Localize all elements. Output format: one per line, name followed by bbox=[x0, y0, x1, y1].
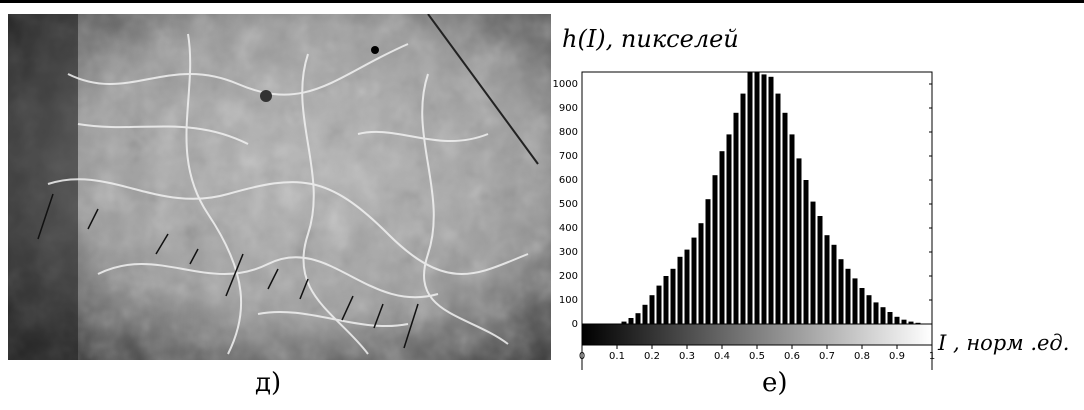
histogram-bar bbox=[873, 302, 879, 324]
histogram-bar bbox=[817, 216, 823, 324]
y-tick-label: 200 bbox=[559, 271, 578, 282]
y-tick-label: 600 bbox=[559, 175, 578, 186]
histogram-bar bbox=[635, 313, 641, 324]
histogram-bar bbox=[782, 112, 788, 324]
histogram-bar bbox=[775, 93, 781, 324]
histogram-bar bbox=[831, 244, 837, 324]
y-tick-label: 800 bbox=[559, 127, 578, 138]
histogram-bar bbox=[642, 304, 648, 324]
histogram-bar bbox=[887, 312, 893, 324]
x-tick-label: 0.5 bbox=[749, 351, 765, 362]
histogram-bar bbox=[747, 72, 753, 324]
histogram-bar bbox=[698, 223, 704, 324]
histogram-bar bbox=[796, 158, 802, 324]
histogram-bar bbox=[754, 72, 760, 324]
histogram-bar bbox=[810, 201, 816, 324]
x-tick-label: 0.2 bbox=[644, 351, 660, 362]
histogram-bar bbox=[908, 321, 914, 324]
histogram-bar bbox=[656, 285, 662, 324]
histogram-bar bbox=[880, 307, 886, 324]
histogram-bar bbox=[915, 322, 921, 324]
histogram-bar bbox=[768, 76, 774, 324]
x-axis-label: I , норм .ед. bbox=[937, 331, 1069, 355]
y-tick-label: 700 bbox=[559, 151, 578, 162]
x-tick-label: 0.9 bbox=[889, 351, 905, 362]
x-tick-label: 1 bbox=[929, 351, 935, 362]
histogram-bars bbox=[621, 72, 921, 325]
x-tick-label: 0 bbox=[579, 351, 585, 362]
histogram-bar bbox=[901, 319, 907, 324]
histogram-bar bbox=[838, 259, 844, 324]
x-tick-label: 0.1 bbox=[609, 351, 625, 362]
histogram-bar bbox=[621, 321, 627, 324]
histogram-bar bbox=[684, 249, 690, 324]
histogram-bar bbox=[859, 288, 865, 324]
x-tick-label: 0.7 bbox=[819, 351, 835, 362]
histogram-bar bbox=[733, 112, 739, 324]
histogram-bar bbox=[663, 276, 669, 324]
histogram-bar bbox=[845, 268, 851, 324]
x-tick-label: 0.3 bbox=[679, 351, 695, 362]
histogram-bar bbox=[789, 134, 795, 324]
y-tick-label: 400 bbox=[559, 223, 578, 234]
y-axis-ticks: 0 100 200 300 400 500 600 700 800 900 1000 bbox=[553, 79, 932, 330]
x-tick-label: 0.8 bbox=[854, 351, 870, 362]
histogram-bar bbox=[726, 134, 732, 324]
x-axis-ticks: 0 0.1 0.2 0.3 0.4 0.5 0.6 0.7 0.8 0.9 1 bbox=[579, 345, 935, 362]
grayscale-colorbar bbox=[581, 323, 933, 346]
microscopy-photo bbox=[8, 14, 551, 360]
histogram-bar bbox=[852, 278, 858, 324]
histogram-bar bbox=[894, 316, 900, 324]
histogram-bar bbox=[628, 318, 634, 324]
histogram-bar bbox=[649, 295, 655, 324]
histogram-bar bbox=[670, 268, 676, 324]
histogram-chart: h(I), пикселей 0 100 200 300 400 500 600 700 800… bbox=[553, 25, 1069, 370]
histogram-bar bbox=[691, 237, 697, 324]
histogram-bar bbox=[705, 199, 711, 324]
histogram-bar bbox=[803, 180, 809, 324]
histogram-bar bbox=[712, 175, 718, 324]
x-tick-label: 0.4 bbox=[714, 351, 730, 362]
histogram-bar bbox=[740, 93, 746, 324]
histogram-bar bbox=[866, 295, 872, 324]
y-tick-label: 1000 bbox=[553, 79, 578, 90]
chart-title: h(I), пикселей bbox=[562, 25, 739, 53]
histogram-bar bbox=[761, 74, 767, 325]
y-tick-label: 100 bbox=[559, 295, 578, 306]
y-tick-label: 900 bbox=[559, 103, 578, 114]
caption-left: д) bbox=[255, 368, 282, 398]
histogram-bar bbox=[677, 256, 683, 324]
y-tick-label: 300 bbox=[559, 247, 578, 258]
caption-right: е) bbox=[762, 368, 788, 398]
histogram-bar bbox=[719, 151, 725, 324]
y-tick-label: 0 bbox=[572, 319, 578, 330]
y-tick-label: 500 bbox=[559, 199, 578, 210]
x-tick-label: 0.6 bbox=[784, 351, 800, 362]
top-rule bbox=[0, 0, 1084, 3]
histogram-bar bbox=[824, 235, 830, 324]
